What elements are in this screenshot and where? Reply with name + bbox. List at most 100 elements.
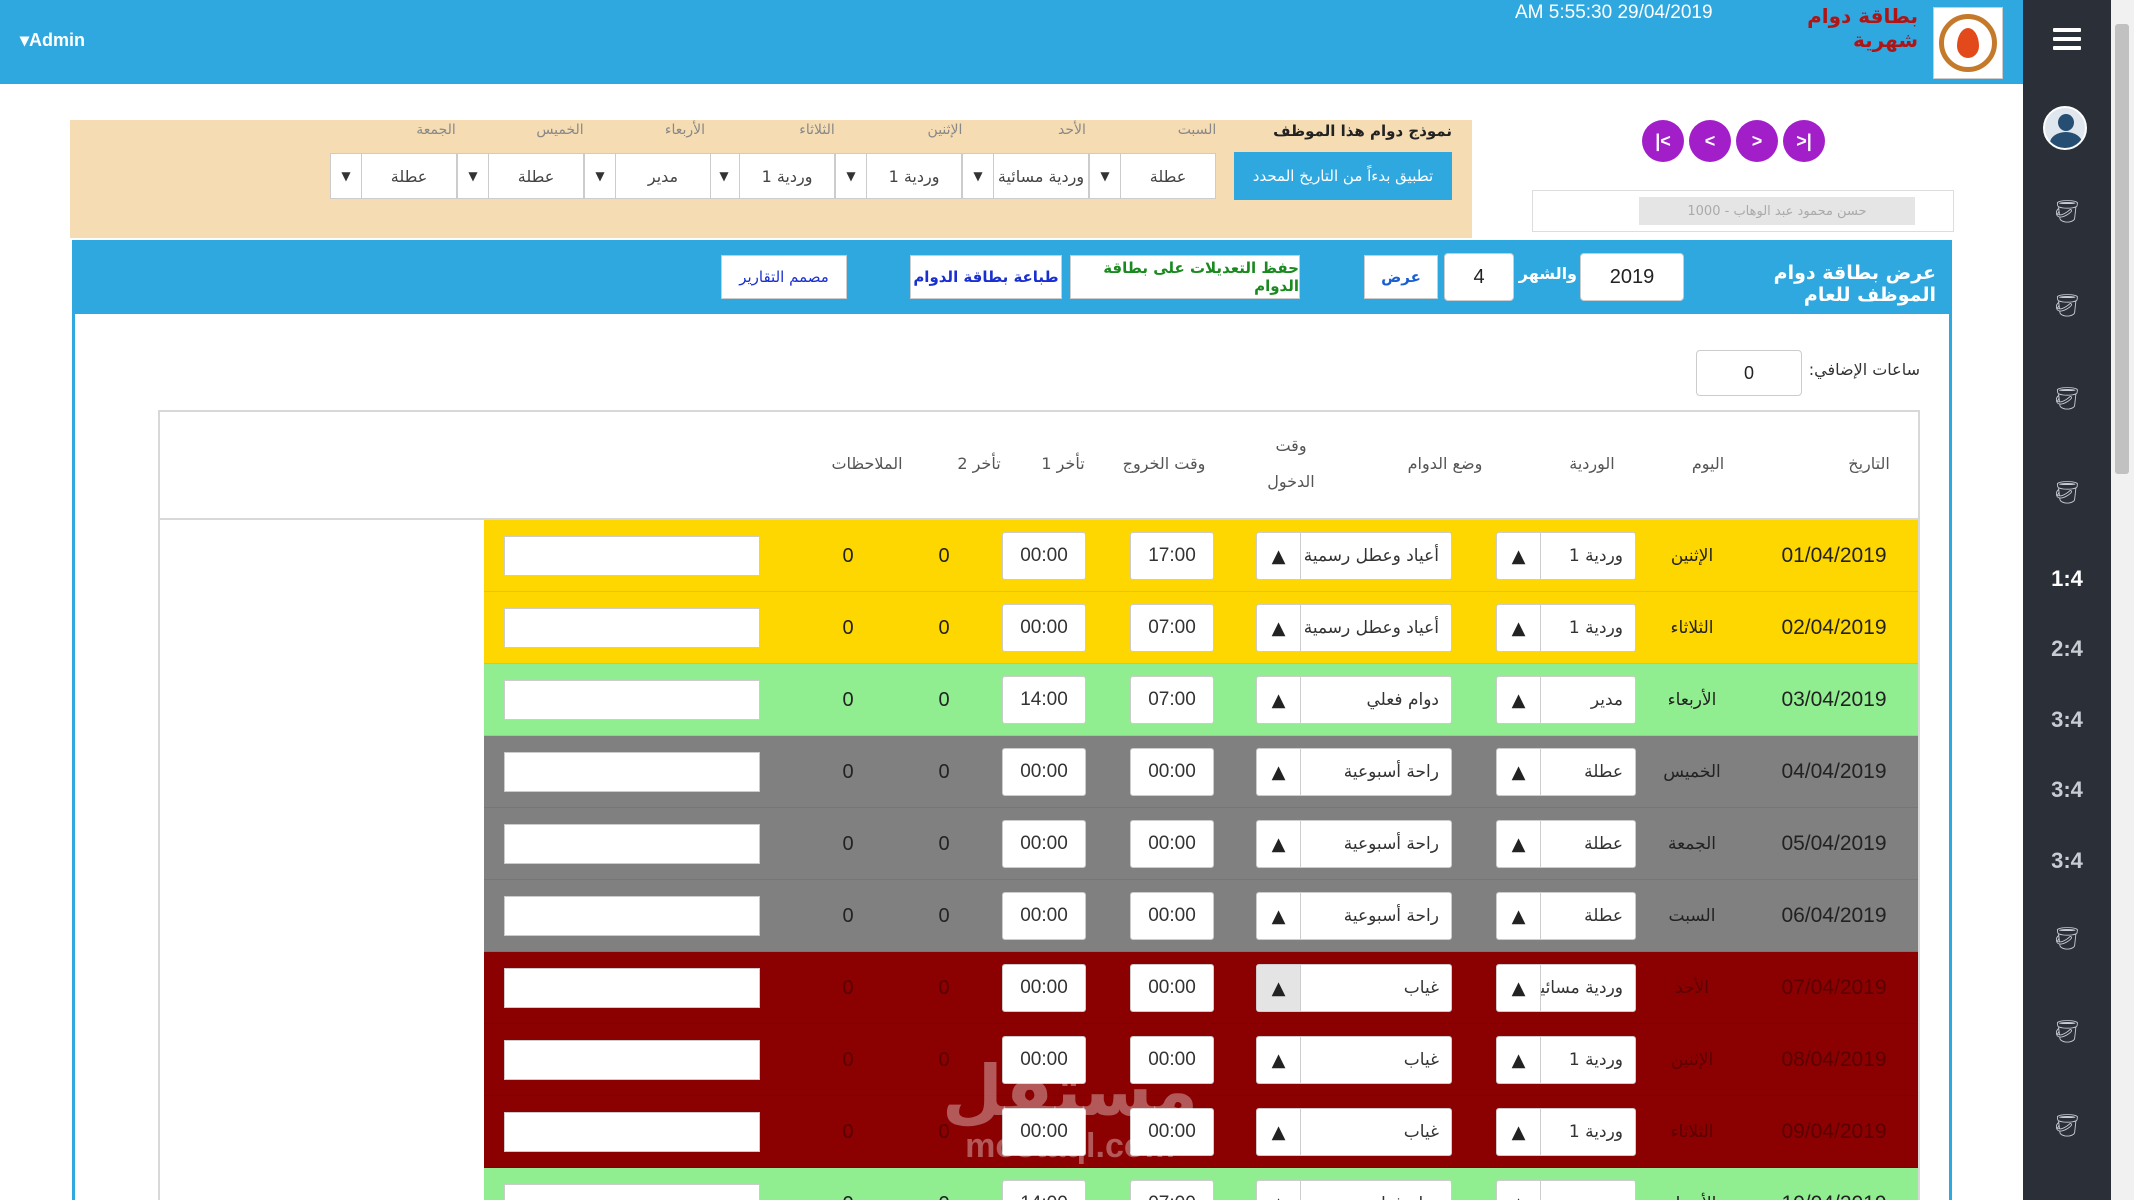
dropdown-arrow-icon: ▼ — [331, 154, 362, 198]
out-time-input[interactable]: 00:00 — [1002, 604, 1086, 652]
sidebar-item[interactable]: 3:4 — [2051, 777, 2083, 802]
shift-select[interactable]: ▲ وردية 1 — [1496, 604, 1636, 652]
notes-input[interactable] — [504, 968, 760, 1008]
status-select[interactable]: ▲ دوام فعلي — [1256, 1180, 1452, 1200]
notes-input[interactable] — [504, 1040, 760, 1080]
in-time-input[interactable]: 00:00 — [1130, 964, 1214, 1012]
year-input[interactable]: 2019 — [1580, 253, 1684, 301]
late1-value: 0 — [938, 832, 950, 855]
status-select[interactable]: ▲ دوام فعلي — [1256, 676, 1452, 724]
status-select[interactable]: ▲ راحة أسبوعية — [1256, 892, 1452, 940]
admin-menu[interactable]: ▾Admin — [20, 30, 86, 50]
notes-input[interactable] — [504, 608, 760, 648]
scrollbar-thumb[interactable] — [2115, 24, 2129, 474]
template-day-select[interactable]: ▼ عطلة — [330, 153, 457, 199]
sidebar-item[interactable]: 3:4 — [2051, 707, 2083, 732]
in-time-input[interactable]: 07:00 — [1130, 676, 1214, 724]
notes-input[interactable] — [504, 536, 760, 576]
warning-icon: ▲ — [1497, 1109, 1541, 1155]
print-card-button[interactable]: طباعة بطاقة الدوام — [910, 255, 1062, 299]
warning-icon: ▲ — [1257, 1037, 1301, 1083]
day-cell: الثلاثاء — [1670, 1122, 1714, 1142]
notes-input[interactable] — [504, 1184, 760, 1200]
out-time-input[interactable]: 00:00 — [1002, 748, 1086, 796]
status-select[interactable]: ▲ راحة أسبوعية — [1256, 748, 1452, 796]
out-time-input[interactable]: 00:00 — [1002, 964, 1086, 1012]
paint-bucket-icon[interactable]: 🪣︎ — [2053, 927, 2081, 952]
out-time-input[interactable]: 00:00 — [1002, 1108, 1086, 1156]
in-time-input[interactable]: 07:00 — [1130, 1180, 1214, 1200]
template-day-select[interactable]: ▼ وردية 1 — [835, 153, 962, 199]
status-select[interactable]: ▲ راحة أسبوعية — [1256, 820, 1452, 868]
shift-select[interactable]: ▲ عطلة — [1496, 748, 1636, 796]
shift-select[interactable]: ▲ عطلة — [1496, 820, 1636, 868]
sidebar-item[interactable]: 3:4 — [2051, 848, 2083, 873]
apply-template-button[interactable]: تطبيق بدءاً من التاريخ المحدد — [1234, 152, 1452, 200]
prev-employee-button[interactable]: < — [1689, 120, 1731, 162]
month-input[interactable]: 4 — [1444, 253, 1514, 301]
in-time-input[interactable]: 00:00 — [1130, 1108, 1214, 1156]
column-header-day: اليوم — [1691, 454, 1725, 473]
next-employee-button[interactable]: > — [1736, 120, 1778, 162]
last-employee-button[interactable]: >| — [1783, 120, 1825, 162]
notes-input[interactable] — [504, 752, 760, 792]
warning-icon: ▲ — [1257, 965, 1301, 1011]
template-title: نموذج دوام هذا الموظف — [1273, 122, 1452, 140]
shift-select[interactable]: ▲ عطلة — [1496, 892, 1636, 940]
paint-bucket-icon[interactable]: 🪣︎ — [2053, 294, 2081, 319]
template-day-select[interactable]: ▼ وردية 1 — [708, 153, 835, 199]
paint-bucket-icon[interactable]: 🪣︎ — [2053, 200, 2081, 225]
save-changes-button[interactable]: حفظ التعديلات على بطاقة الدوام — [1070, 255, 1300, 299]
notes-input[interactable] — [504, 680, 760, 720]
status-select[interactable]: ▲ أعياد وعطل رسمية — [1256, 532, 1452, 580]
status-select[interactable]: ▲ غياب — [1256, 964, 1452, 1012]
out-time-input[interactable]: 14:00 — [1002, 1180, 1086, 1200]
hamburger-menu-icon[interactable] — [2053, 28, 2081, 55]
template-day-select[interactable]: ▼ وردية مسائية — [962, 153, 1089, 199]
notes-input[interactable] — [504, 824, 760, 864]
user-avatar[interactable] — [2043, 106, 2087, 150]
notes-input[interactable] — [504, 896, 760, 936]
paint-bucket-icon[interactable]: 🪣︎ — [2053, 1114, 2081, 1139]
template-day-select[interactable]: ▼ مدير — [584, 153, 711, 199]
in-time-input[interactable]: 00:00 — [1130, 1036, 1214, 1084]
report-designer-button[interactable]: مصمم التقارير — [721, 255, 847, 299]
template-day-select[interactable]: ▼ عطلة — [457, 153, 584, 199]
in-time-input[interactable]: 00:00 — [1130, 748, 1214, 796]
in-time-input[interactable]: 00:00 — [1130, 820, 1214, 868]
shift-select[interactable]: ▲ مدير — [1496, 676, 1636, 724]
paint-bucket-icon[interactable]: 🪣︎ — [2053, 387, 2081, 412]
warning-icon: ▲ — [1497, 749, 1541, 795]
paint-bucket-icon[interactable]: 🪣︎ — [2053, 1020, 2081, 1045]
shift-select[interactable]: ▲ وردية 1 — [1496, 532, 1636, 580]
employee-select[interactable]: 1000 - حسن محمود عبد الوهاب — [1532, 190, 1954, 232]
template-day-select[interactable]: ▼ عطلة — [1089, 153, 1216, 199]
show-button[interactable]: عرض — [1364, 255, 1438, 299]
shift-select[interactable]: ▲ وردية مسائية — [1496, 964, 1636, 1012]
page-scrollbar[interactable] — [2111, 0, 2134, 1200]
date-cell: 08/04/2019 — [1781, 1048, 1887, 1071]
shift-select[interactable]: ▲ وردية 1 — [1496, 1036, 1636, 1084]
status-select[interactable]: ▲ غياب — [1256, 1108, 1452, 1156]
shift-value: وردية 1 — [1568, 618, 1623, 638]
warning-icon: ▲ — [1497, 893, 1541, 939]
paint-bucket-icon[interactable]: 🪣︎ — [2053, 481, 2081, 506]
notes-input[interactable] — [504, 1112, 760, 1152]
sidebar-item[interactable]: 2:4 — [2051, 636, 2083, 661]
table-row: 0 0 14:00 07:00 ▲ دوام فعلي ▲ مدير الأرب… — [484, 1168, 1918, 1200]
shift-select[interactable]: ▲ وردية 1 — [1496, 1108, 1636, 1156]
first-employee-button[interactable]: |< — [1642, 120, 1684, 162]
shift-select[interactable]: ▲ مدير — [1496, 1180, 1636, 1200]
out-time-input[interactable]: 00:00 — [1002, 1036, 1086, 1084]
status-select[interactable]: ▲ أعياد وعطل رسمية — [1256, 604, 1452, 652]
out-time-input[interactable]: 00:00 — [1002, 892, 1086, 940]
out-time-input[interactable]: 00:00 — [1002, 532, 1086, 580]
in-time-input[interactable]: 17:00 — [1130, 532, 1214, 580]
in-time-input[interactable]: 07:00 — [1130, 604, 1214, 652]
in-time-input[interactable]: 00:00 — [1130, 892, 1214, 940]
out-time-input[interactable]: 14:00 — [1002, 676, 1086, 724]
sidebar-item[interactable]: 1:4 — [2051, 566, 2083, 591]
out-time-input[interactable]: 00:00 — [1002, 820, 1086, 868]
status-select[interactable]: ▲ غياب — [1256, 1036, 1452, 1084]
overtime-input[interactable]: 0 — [1696, 350, 1802, 396]
